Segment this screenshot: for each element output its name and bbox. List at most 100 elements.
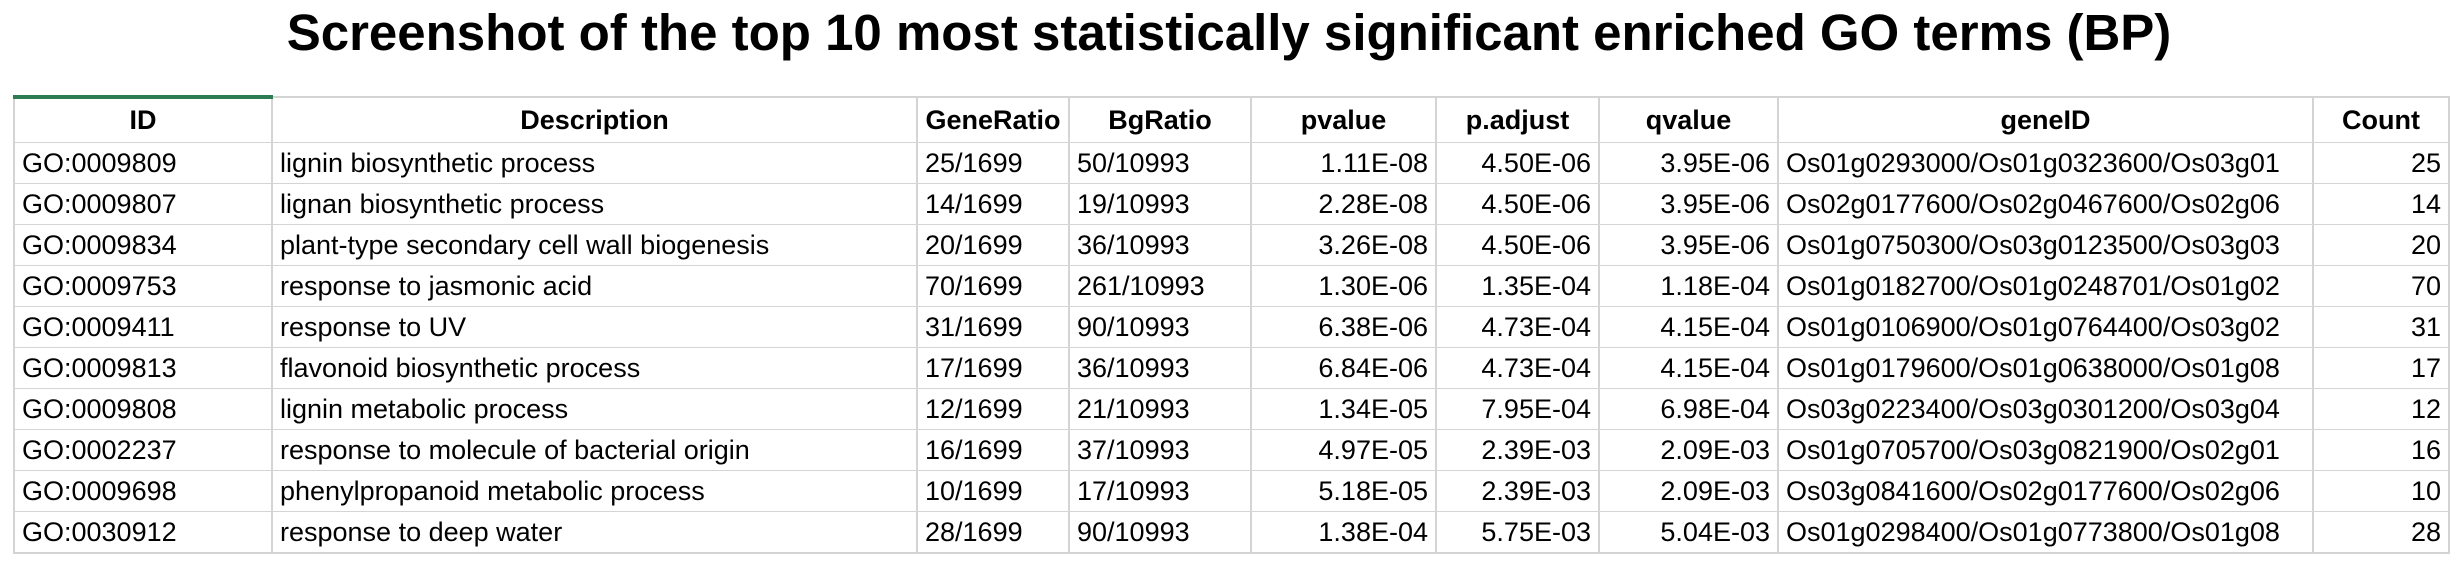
cell-gene-ratio[interactable]: 70/1699 xyxy=(916,265,1070,307)
cell-gene-ratio[interactable]: 31/1699 xyxy=(916,306,1070,348)
cell-gene-ratio[interactable]: 25/1699 xyxy=(916,142,1070,184)
cell-p-adjust[interactable]: 4.73E-04 xyxy=(1435,347,1600,389)
cell-qvalue[interactable]: 3.95E-06 xyxy=(1598,224,1779,266)
column-header-gene-id[interactable]: geneID xyxy=(1777,96,2314,143)
cell-count[interactable]: 14 xyxy=(2312,183,2450,225)
cell-bg-ratio[interactable]: 90/10993 xyxy=(1068,306,1252,348)
cell-bg-ratio[interactable]: 90/10993 xyxy=(1068,511,1252,554)
cell-pvalue[interactable]: 1.34E-05 xyxy=(1250,388,1437,430)
cell-id[interactable]: GO:0009813 xyxy=(13,347,273,389)
cell-p-adjust[interactable]: 7.95E-04 xyxy=(1435,388,1600,430)
cell-p-adjust[interactable]: 5.75E-03 xyxy=(1435,511,1600,554)
cell-gene-ratio[interactable]: 20/1699 xyxy=(916,224,1070,266)
cell-qvalue[interactable]: 6.98E-04 xyxy=(1598,388,1779,430)
cell-description[interactable]: flavonoid biosynthetic process xyxy=(271,347,918,389)
column-header-p-adjust[interactable]: p.adjust xyxy=(1435,96,1600,143)
cell-gene-ratio[interactable]: 28/1699 xyxy=(916,511,1070,554)
cell-description[interactable]: lignin metabolic process xyxy=(271,388,918,430)
cell-id[interactable]: GO:0009808 xyxy=(13,388,273,430)
cell-count[interactable]: 16 xyxy=(2312,429,2450,471)
cell-bg-ratio[interactable]: 17/10993 xyxy=(1068,470,1252,512)
cell-pvalue[interactable]: 5.18E-05 xyxy=(1250,470,1437,512)
cell-gene-id[interactable]: Os01g0182700/Os01g0248701/Os01g02 xyxy=(1777,265,2314,307)
cell-pvalue[interactable]: 6.84E-06 xyxy=(1250,347,1437,389)
cell-gene-id[interactable]: Os01g0298400/Os01g0773800/Os01g08 xyxy=(1777,511,2314,554)
cell-id[interactable]: GO:0002237 xyxy=(13,429,273,471)
cell-count[interactable]: 25 xyxy=(2312,142,2450,184)
column-header-description[interactable]: Description xyxy=(271,96,918,143)
cell-gene-id[interactable]: Os03g0841600/Os02g0177600/Os02g06 xyxy=(1777,470,2314,512)
cell-id[interactable]: GO:0030912 xyxy=(13,511,273,554)
cell-qvalue[interactable]: 4.15E-04 xyxy=(1598,306,1779,348)
cell-gene-ratio[interactable]: 14/1699 xyxy=(916,183,1070,225)
cell-gene-id[interactable]: Os01g0293000/Os01g0323600/Os03g01 xyxy=(1777,142,2314,184)
cell-description[interactable]: response to UV xyxy=(271,306,918,348)
cell-pvalue[interactable]: 4.97E-05 xyxy=(1250,429,1437,471)
cell-pvalue[interactable]: 2.28E-08 xyxy=(1250,183,1437,225)
cell-pvalue[interactable]: 1.38E-04 xyxy=(1250,511,1437,554)
cell-bg-ratio[interactable]: 50/10993 xyxy=(1068,142,1252,184)
column-header-pvalue[interactable]: pvalue xyxy=(1250,96,1437,143)
cell-gene-id[interactable]: Os01g0750300/Os03g0123500/Os03g03 xyxy=(1777,224,2314,266)
cell-gene-id[interactable]: Os01g0179600/Os01g0638000/Os01g08 xyxy=(1777,347,2314,389)
cell-p-adjust[interactable]: 4.73E-04 xyxy=(1435,306,1600,348)
cell-count[interactable]: 12 xyxy=(2312,388,2450,430)
cell-description[interactable]: response to molecule of bacterial origin xyxy=(271,429,918,471)
column-header-gene-ratio[interactable]: GeneRatio xyxy=(916,96,1070,143)
cell-count[interactable]: 17 xyxy=(2312,347,2450,389)
cell-bg-ratio[interactable]: 261/10993 xyxy=(1068,265,1252,307)
cell-p-adjust[interactable]: 4.50E-06 xyxy=(1435,142,1600,184)
cell-gene-id[interactable]: Os01g0106900/Os01g0764400/Os03g02 xyxy=(1777,306,2314,348)
cell-count[interactable]: 70 xyxy=(2312,265,2450,307)
cell-qvalue[interactable]: 5.04E-03 xyxy=(1598,511,1779,554)
cell-description[interactable]: response to jasmonic acid xyxy=(271,265,918,307)
cell-gene-ratio[interactable]: 17/1699 xyxy=(916,347,1070,389)
cell-bg-ratio[interactable]: 36/10993 xyxy=(1068,347,1252,389)
column-header-bg-ratio[interactable]: BgRatio xyxy=(1068,96,1252,143)
cell-id[interactable]: GO:0009698 xyxy=(13,470,273,512)
cell-gene-id[interactable]: Os03g0223400/Os03g0301200/Os03g04 xyxy=(1777,388,2314,430)
cell-p-adjust[interactable]: 4.50E-06 xyxy=(1435,224,1600,266)
cell-qvalue[interactable]: 3.95E-06 xyxy=(1598,142,1779,184)
cell-p-adjust[interactable]: 1.35E-04 xyxy=(1435,265,1600,307)
cell-gene-id[interactable]: Os02g0177600/Os02g0467600/Os02g06 xyxy=(1777,183,2314,225)
cell-gene-ratio[interactable]: 10/1699 xyxy=(916,470,1070,512)
cell-p-adjust[interactable]: 2.39E-03 xyxy=(1435,429,1600,471)
cell-pvalue[interactable]: 3.26E-08 xyxy=(1250,224,1437,266)
cell-id[interactable]: GO:0009834 xyxy=(13,224,273,266)
cell-qvalue[interactable]: 1.18E-04 xyxy=(1598,265,1779,307)
cell-pvalue[interactable]: 1.11E-08 xyxy=(1250,142,1437,184)
cell-p-adjust[interactable]: 2.39E-03 xyxy=(1435,470,1600,512)
cell-qvalue[interactable]: 4.15E-04 xyxy=(1598,347,1779,389)
cell-description[interactable]: lignan biosynthetic process xyxy=(271,183,918,225)
cell-pvalue[interactable]: 6.38E-06 xyxy=(1250,306,1437,348)
table-row: GO:0002237 response to molecule of bacter… xyxy=(13,429,2450,471)
cell-count[interactable]: 31 xyxy=(2312,306,2450,348)
cell-gene-ratio[interactable]: 16/1699 xyxy=(916,429,1070,471)
cell-count[interactable]: 10 xyxy=(2312,470,2450,512)
cell-id[interactable]: GO:0009807 xyxy=(13,183,273,225)
column-header-qvalue[interactable]: qvalue xyxy=(1598,96,1779,143)
cell-count[interactable]: 28 xyxy=(2312,511,2450,554)
cell-qvalue[interactable]: 2.09E-03 xyxy=(1598,470,1779,512)
column-header-id[interactable]: ID xyxy=(13,95,273,143)
cell-pvalue[interactable]: 1.30E-06 xyxy=(1250,265,1437,307)
cell-bg-ratio[interactable]: 21/10993 xyxy=(1068,388,1252,430)
cell-description[interactable]: plant-type secondary cell wall biogenesi… xyxy=(271,224,918,266)
cell-description[interactable]: response to deep water xyxy=(271,511,918,554)
cell-qvalue[interactable]: 3.95E-06 xyxy=(1598,183,1779,225)
cell-id[interactable]: GO:0009411 xyxy=(13,306,273,348)
cell-bg-ratio[interactable]: 36/10993 xyxy=(1068,224,1252,266)
cell-id[interactable]: GO:0009809 xyxy=(13,142,273,184)
cell-qvalue[interactable]: 2.09E-03 xyxy=(1598,429,1779,471)
cell-gene-id[interactable]: Os01g0705700/Os03g0821900/Os02g01 xyxy=(1777,429,2314,471)
cell-gene-ratio[interactable]: 12/1699 xyxy=(916,388,1070,430)
column-header-count[interactable]: Count xyxy=(2312,96,2450,143)
cell-bg-ratio[interactable]: 19/10993 xyxy=(1068,183,1252,225)
cell-bg-ratio[interactable]: 37/10993 xyxy=(1068,429,1252,471)
cell-description[interactable]: lignin biosynthetic process xyxy=(271,142,918,184)
cell-description[interactable]: phenylpropanoid metabolic process xyxy=(271,470,918,512)
cell-id[interactable]: GO:0009753 xyxy=(13,265,273,307)
cell-p-adjust[interactable]: 4.50E-06 xyxy=(1435,183,1600,225)
cell-count[interactable]: 20 xyxy=(2312,224,2450,266)
